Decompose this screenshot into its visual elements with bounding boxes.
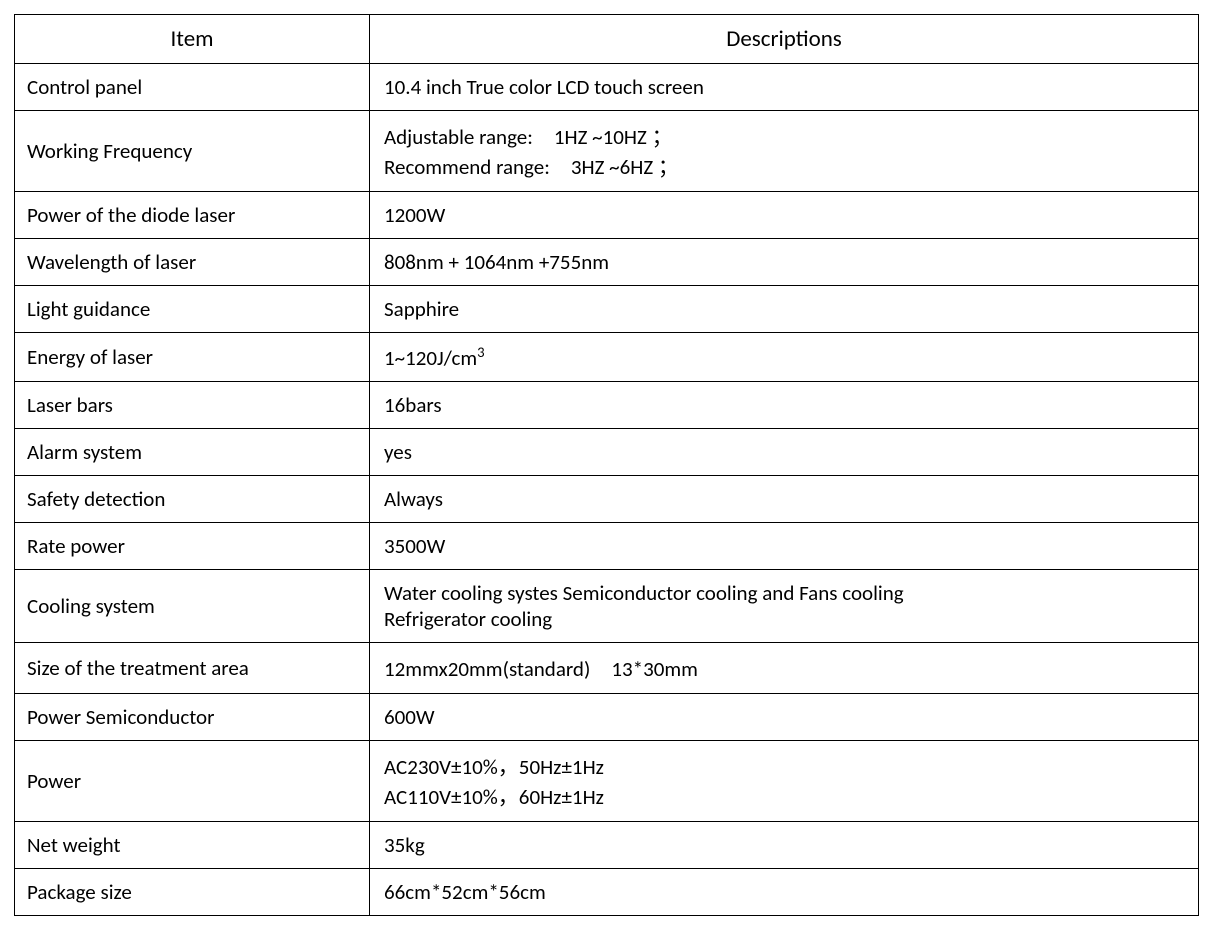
item-cell: Light guidance — [15, 286, 370, 333]
description-cell: Water cooling systes Semiconductor cooli… — [370, 570, 1199, 643]
table-row: Cooling systemWater cooling systes Semic… — [15, 570, 1199, 643]
item-cell: Size of the treatment area — [15, 643, 370, 694]
description-cell: 10.4 inch True color LCD touch screen — [370, 64, 1199, 111]
table-row: Rate power3500W — [15, 523, 1199, 570]
description-cell: 808nm + 1064nm +755nm — [370, 239, 1199, 286]
table-row: Safety detectionAlways — [15, 476, 1199, 523]
item-cell: Power Semiconductor — [15, 694, 370, 741]
table-row: Package size66cm*52cm*56cm — [15, 869, 1199, 916]
item-cell: Power of the diode laser — [15, 192, 370, 239]
item-cell: Net weight — [15, 822, 370, 869]
description-cell: 1~120J/cm3 — [370, 333, 1199, 382]
table-row: Control panel10.4 inch True color LCD to… — [15, 64, 1199, 111]
header-row: Item Descriptions — [15, 15, 1199, 64]
table-row: Power Semiconductor600W — [15, 694, 1199, 741]
description-cell: Always — [370, 476, 1199, 523]
item-cell: Working Frequency — [15, 111, 370, 192]
item-cell: Rate power — [15, 523, 370, 570]
item-cell: Safety detection — [15, 476, 370, 523]
item-cell: Laser bars — [15, 382, 370, 429]
header-item: Item — [15, 15, 370, 64]
description-cell: 66cm*52cm*56cm — [370, 869, 1199, 916]
table-row: Laser bars16bars — [15, 382, 1199, 429]
item-cell: Power — [15, 741, 370, 822]
description-cell: yes — [370, 429, 1199, 476]
description-cell: 35kg — [370, 822, 1199, 869]
table-row: Working FrequencyAdjustable range: 1HZ ~… — [15, 111, 1199, 192]
description-cell: 3500W — [370, 523, 1199, 570]
table-row: Size of the treatment area12mmx20mm(stan… — [15, 643, 1199, 694]
description-cell: AC230V±10%，50Hz±1HzAC110V±10%，60Hz±1Hz — [370, 741, 1199, 822]
header-descriptions: Descriptions — [370, 15, 1199, 64]
item-cell: Cooling system — [15, 570, 370, 643]
description-cell: Sapphire — [370, 286, 1199, 333]
table-row: Alarm systemyes — [15, 429, 1199, 476]
description-cell: 600W — [370, 694, 1199, 741]
table-row: Power of the diode laser1200W — [15, 192, 1199, 239]
table-row: Light guidanceSapphire — [15, 286, 1199, 333]
table-row: Net weight35kg — [15, 822, 1199, 869]
item-cell: Control panel — [15, 64, 370, 111]
description-cell: 1200W — [370, 192, 1199, 239]
table-body: Control panel10.4 inch True color LCD to… — [15, 64, 1199, 916]
item-cell: Wavelength of laser — [15, 239, 370, 286]
description-cell: 12mmx20mm(standard) 13*30mm — [370, 643, 1199, 694]
description-cell: 16bars — [370, 382, 1199, 429]
table-row: Energy of laser1~120J/cm3 — [15, 333, 1199, 382]
spec-table: Item Descriptions Control panel10.4 inch… — [14, 14, 1199, 916]
table-row: Wavelength of laser808nm + 1064nm +755nm — [15, 239, 1199, 286]
item-cell: Alarm system — [15, 429, 370, 476]
table-row: PowerAC230V±10%，50Hz±1HzAC110V±10%，60Hz±… — [15, 741, 1199, 822]
description-cell: Adjustable range: 1HZ ~10HZ ；Recommend r… — [370, 111, 1199, 192]
item-cell: Package size — [15, 869, 370, 916]
item-cell: Energy of laser — [15, 333, 370, 382]
